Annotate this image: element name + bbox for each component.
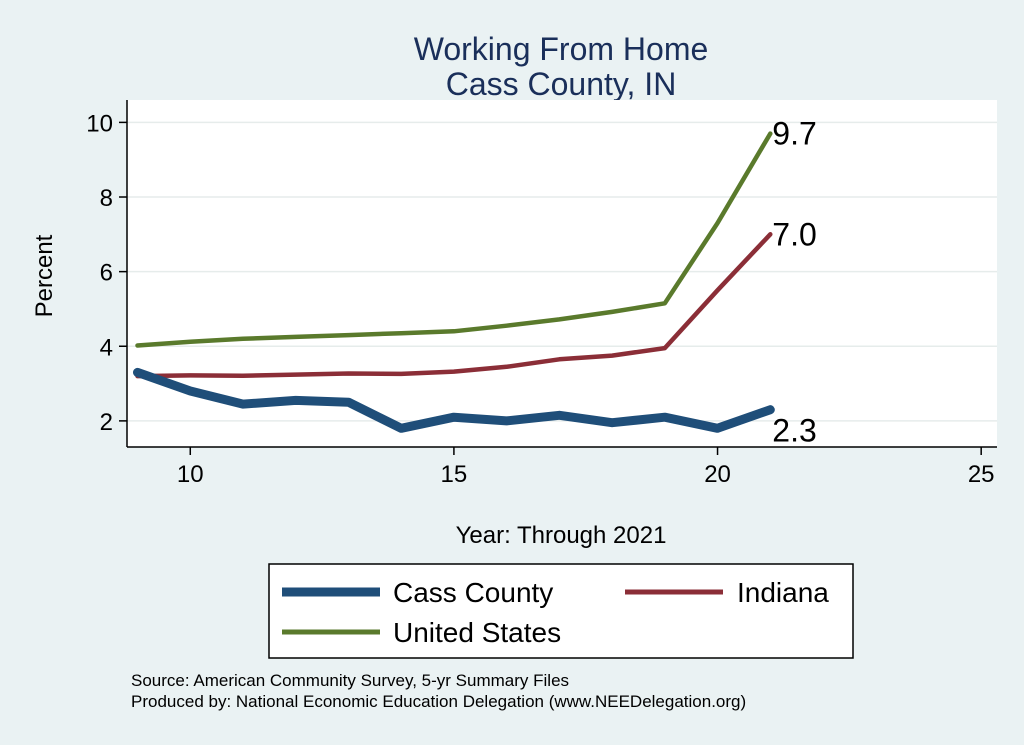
produced-by-note: Produced by: National Economic Education… — [131, 692, 746, 711]
plot-area — [127, 100, 997, 447]
chart-title: Working From Home — [414, 31, 709, 67]
gridlines — [127, 121, 997, 422]
x-tick-label: 15 — [441, 461, 468, 488]
y-tick-label: 4 — [100, 334, 113, 361]
y-tick-label: 2 — [100, 409, 113, 436]
series-line-cass-county — [133, 367, 775, 433]
end-label-united-states: 9.7 — [772, 116, 816, 152]
legend: Cass County Indiana United States — [268, 563, 854, 659]
legend-label-cass-county: Cass County — [393, 577, 553, 608]
x-tick-label: 25 — [968, 461, 995, 488]
x-tick-label: 10 — [177, 461, 204, 488]
end-label-indiana: 7.0 — [772, 216, 816, 252]
y-axis-label: Percent — [31, 234, 58, 317]
y-tick-label: 6 — [100, 260, 113, 287]
series-lines — [133, 131, 775, 433]
legend-box — [268, 563, 854, 659]
legend-label-united-states: United States — [393, 617, 561, 648]
source-note: Source: American Community Survey, 5-yr … — [131, 671, 569, 690]
legend-label-indiana: Indiana — [737, 577, 829, 608]
series-line-united-states — [135, 131, 773, 348]
x-axis-label: Year: Through 2021 — [456, 522, 667, 549]
y-tick-label: 10 — [86, 110, 113, 137]
end-labels: 9.7 7.0 2.3 — [772, 116, 816, 449]
chart-subtitle: Cass County, IN — [446, 66, 677, 102]
end-label-cass-county: 2.3 — [772, 413, 816, 449]
y-tick-label: 8 — [100, 185, 113, 212]
x-tick-label: 20 — [704, 461, 731, 488]
series-line-indiana — [135, 232, 773, 379]
axes: 2 4 6 8 10 10 15 20 25 — [86, 100, 997, 488]
